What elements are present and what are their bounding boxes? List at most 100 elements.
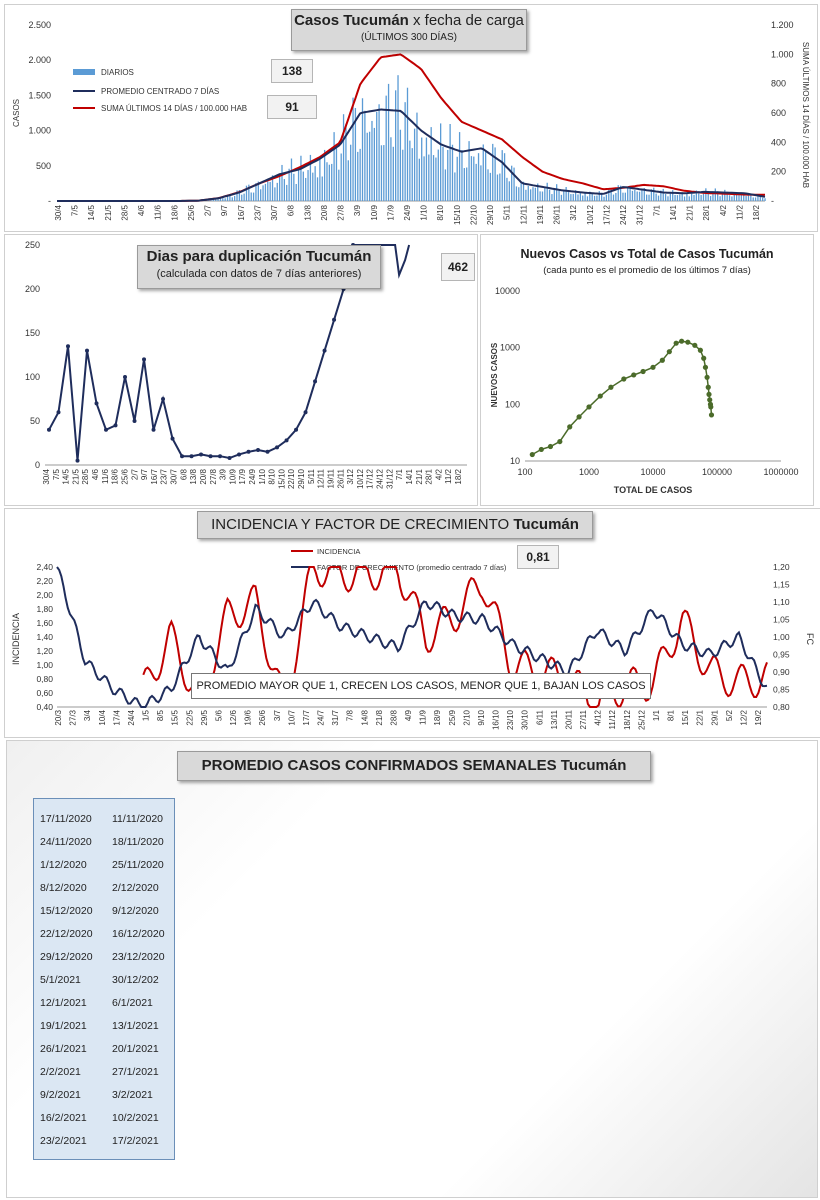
nuevos-y-tick: 1000 xyxy=(500,343,520,353)
daily-case-bar xyxy=(283,179,286,201)
incidencia-title-box: INCIDENCIA Y FACTOR DE CRECIMIENTO Tucum… xyxy=(197,511,593,539)
incidencia-x-label: 29/5 xyxy=(200,709,209,725)
duplicacion-x-label: 4/2 xyxy=(434,468,443,480)
duplicacion-title: Dias para duplicación Tucumán xyxy=(146,248,372,265)
incidencia-x-label: 16/10 xyxy=(492,709,501,730)
fc-right-tick: 0,95 xyxy=(773,650,790,660)
daily-case-bar xyxy=(648,194,650,201)
casos-x-label: 28/1 xyxy=(702,204,711,220)
duplicacion-y-tick: 100 xyxy=(25,372,40,382)
casos-x-label: 25/6 xyxy=(187,204,196,220)
daily-case-bar xyxy=(333,132,335,201)
duplicacion-point xyxy=(256,448,261,453)
incidencia-left-tick: 1,60 xyxy=(36,618,53,628)
daily-case-bar xyxy=(402,149,404,201)
incidencia-x-label: 29/1 xyxy=(710,709,719,725)
duplicacion-point xyxy=(227,455,232,460)
fc-right-tick: 0,85 xyxy=(773,685,790,695)
duplicacion-point xyxy=(332,317,337,322)
duplicacion-point xyxy=(322,348,327,353)
daily-case-bar xyxy=(617,185,619,201)
incidencia-x-label: 31/7 xyxy=(331,709,340,725)
duplicacion-x-label: 21/5 xyxy=(71,468,80,484)
daily-case-bar xyxy=(705,188,707,201)
casos-left-axis-title: CASOS xyxy=(12,99,21,127)
duplicacion-x-label: 2/7 xyxy=(130,468,139,480)
duplicacion-y-tick: 0 xyxy=(35,460,40,470)
semana-fecha-inicio: 27/1/2021 xyxy=(112,1065,159,1078)
daily-case-bar xyxy=(551,194,553,201)
incidencia-x-label: 17/7 xyxy=(302,709,311,725)
daily-case-bar xyxy=(468,141,470,201)
semana-fecha-inicio: 18/11/2020 xyxy=(112,836,164,849)
daily-case-bar xyxy=(610,188,612,201)
daily-case-bar xyxy=(515,186,518,201)
daily-case-bar xyxy=(323,149,326,201)
daily-case-bar xyxy=(395,90,397,201)
daily-case-bar xyxy=(584,193,586,201)
nuevos-vs-total-point xyxy=(685,339,691,345)
casos-x-label: 18/6 xyxy=(170,204,179,220)
daily-case-bar xyxy=(458,132,461,201)
daily-case-bar xyxy=(574,190,577,201)
casos-x-label: 10/12 xyxy=(586,204,595,225)
daily-case-bar xyxy=(428,154,430,201)
daily-case-bar xyxy=(243,193,245,201)
daily-case-bar xyxy=(297,167,300,201)
daily-case-bar xyxy=(650,189,653,201)
nuevos-x-tick: 1000 xyxy=(579,467,599,477)
casos-x-label: 14/1 xyxy=(669,204,678,220)
casos-x-label: 4/6 xyxy=(137,204,146,216)
daily-case-bar xyxy=(570,194,572,201)
daily-case-bar xyxy=(480,165,482,201)
daily-case-bar xyxy=(757,194,759,201)
daily-case-bar xyxy=(764,198,766,201)
daily-case-bar xyxy=(579,192,582,201)
casos-x-label: 21/5 xyxy=(104,204,113,220)
daily-case-bar xyxy=(539,191,541,201)
legend-diarios-label: DIARIOS xyxy=(101,68,134,77)
duplicacion-x-label: 26/11 xyxy=(336,468,345,488)
daily-case-bar xyxy=(558,190,560,201)
semana-fecha-fin: 29/12/2020 xyxy=(40,951,93,964)
duplicacion-x-label: 11/6 xyxy=(101,468,110,484)
casos-x-label: 14/5 xyxy=(87,204,96,220)
semana-fecha-fin: 2/2/2021 xyxy=(40,1065,81,1078)
casos-x-label: 15/10 xyxy=(453,204,462,225)
nuevos-vs-total-point xyxy=(576,414,582,420)
semana-fecha-inicio: 10/2/2021 xyxy=(112,1111,159,1124)
daily-case-bar xyxy=(359,148,361,201)
casos-x-label: 8/10 xyxy=(436,204,445,220)
daily-case-bar xyxy=(714,188,716,201)
incidencia-x-label: 3/4 xyxy=(83,709,92,721)
duplicacion-x-label: 7/5 xyxy=(52,468,61,480)
casos-x-label: 28/5 xyxy=(120,204,129,220)
semana-fecha-fin: 24/11/2020 xyxy=(40,836,92,849)
incidencia-axis-title: INCIDENCIA xyxy=(11,613,21,665)
incidencia-x-label: 18/12 xyxy=(623,709,632,730)
daily-case-bar xyxy=(695,190,698,201)
nuevos-vs-total-point xyxy=(547,443,554,450)
daily-case-bar xyxy=(676,195,679,201)
daily-case-bar xyxy=(215,199,217,201)
nuevos-vs-total-point xyxy=(701,355,707,361)
daily-case-bar xyxy=(245,185,248,201)
daily-case-bar xyxy=(662,188,664,201)
incidencia-left-tick: 0,40 xyxy=(36,702,53,712)
daily-case-bar xyxy=(399,129,402,201)
duplicacion-point xyxy=(85,348,90,353)
casos-x-label: 29/10 xyxy=(486,204,495,225)
duplicacion-x-label: 10/12 xyxy=(356,468,365,489)
duplicacion-x-label: 12/11 xyxy=(317,468,326,488)
casos-chart-svg: - 500 1.000 1.500 2.000 2.500 - 200 400 600 800 1.0… xyxy=(12,20,810,225)
daily-case-bar xyxy=(413,128,416,201)
daily-case-bar xyxy=(709,196,712,201)
duplicacion-x-label: 9/7 xyxy=(140,468,149,480)
daily-case-bar xyxy=(643,188,645,201)
daily-case-bar xyxy=(634,189,636,201)
incidencia-x-label: 17/4 xyxy=(112,709,121,725)
legend-diarios-swatch xyxy=(73,69,95,75)
nuevos-vs-total-point xyxy=(597,393,603,399)
duplicacion-x-label: 4/6 xyxy=(91,468,100,480)
duplicacion-point xyxy=(104,427,109,432)
